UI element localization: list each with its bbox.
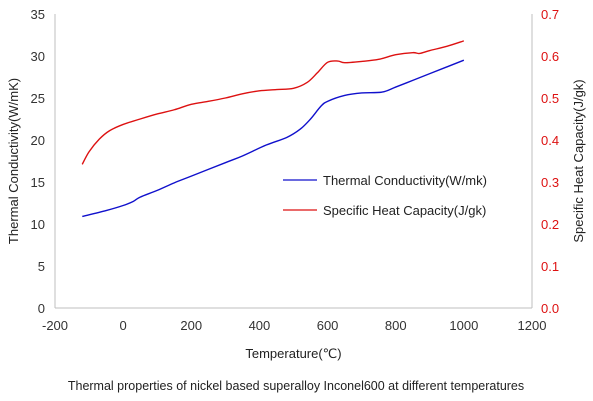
y-left-tick-label: 35 bbox=[31, 7, 45, 22]
x-tick-labels: -200 0 200 400 600 800 1000 1200 bbox=[42, 318, 546, 333]
legend: Thermal Conductivity(W/mk) Specific Heat… bbox=[283, 173, 487, 218]
y-left-tick-label: 30 bbox=[31, 49, 45, 64]
y-right-tick-label: 0.1 bbox=[541, 259, 559, 274]
series-line-thermal-conductivity bbox=[82, 59, 465, 218]
y-left-tick-label: 20 bbox=[31, 133, 45, 148]
y-left-tick-label: 0 bbox=[38, 301, 45, 316]
legend-label-specific-heat: Specific Heat Capacity(J/gk) bbox=[323, 203, 486, 218]
x-tick-label: 400 bbox=[249, 318, 271, 333]
y-left-tick-label: 10 bbox=[31, 217, 45, 232]
y-right-tick-label: 0.0 bbox=[541, 301, 559, 316]
x-tick-label: 200 bbox=[180, 318, 202, 333]
x-tick-label: 1000 bbox=[449, 318, 478, 333]
y-left-axis-title: Thermal Conductivity(W/mK) bbox=[6, 78, 21, 244]
x-tick-label: 800 bbox=[385, 318, 407, 333]
y-right-tick-labels: 0.0 0.1 0.2 0.3 0.4 0.5 0.6 0.7 bbox=[541, 7, 559, 316]
y-left-tick-label: 5 bbox=[38, 259, 45, 274]
series-lines bbox=[81, 40, 465, 218]
y-left-tick-labels: 0 5 10 15 20 25 30 35 bbox=[31, 7, 45, 316]
series-line-specific-heat bbox=[81, 40, 465, 165]
y-right-tick-label: 0.5 bbox=[541, 91, 559, 106]
y-right-axis-title: Specific Heat Capacity(J/gk) bbox=[571, 79, 586, 242]
y-right-tick-label: 0.4 bbox=[541, 133, 559, 148]
y-right-tick-label: 0.2 bbox=[541, 217, 559, 232]
x-tick-label: 1200 bbox=[518, 318, 547, 333]
x-tick-label: -200 bbox=[42, 318, 68, 333]
y-right-tick-label: 0.3 bbox=[541, 175, 559, 190]
legend-label-thermal-conductivity: Thermal Conductivity(W/mk) bbox=[323, 173, 487, 188]
plot-area bbox=[54, 14, 533, 309]
y-right-tick-label: 0.7 bbox=[541, 7, 559, 22]
x-axis-title: Temperature(℃) bbox=[245, 346, 341, 361]
y-right-tick-label: 0.6 bbox=[541, 49, 559, 64]
chart-caption: Thermal properties of nickel based super… bbox=[68, 379, 524, 393]
x-tick-label: 600 bbox=[317, 318, 339, 333]
y-left-tick-label: 15 bbox=[31, 175, 45, 190]
x-tick-label: 0 bbox=[120, 318, 127, 333]
y-left-tick-label: 25 bbox=[31, 91, 45, 106]
